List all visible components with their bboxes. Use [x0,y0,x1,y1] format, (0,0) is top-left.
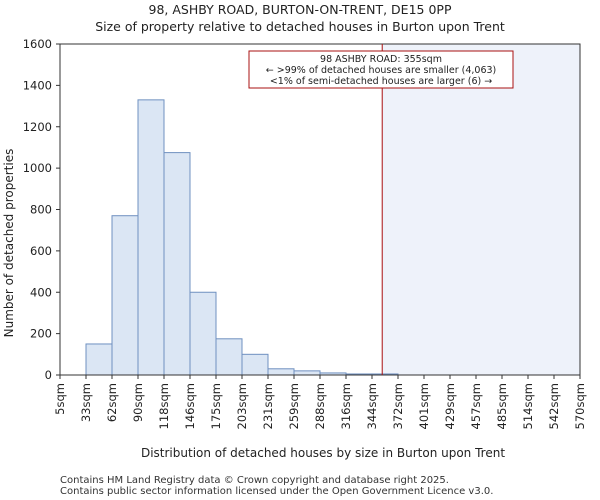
x-tick-label: 514sqm [521,383,535,429]
bar-259sqm [293,370,321,376]
x-tick-label: 90sqm [131,383,145,422]
y-tick-label: 0 [45,368,52,382]
x-tick-label: 259sqm [287,383,301,429]
y-tick-label: 1000 [23,161,52,175]
bar-118sqm [163,152,191,376]
chart-title-line2: Size of property relative to detached ho… [95,19,505,34]
x-tick-label: 570sqm [573,383,587,429]
bar-231sqm [267,368,295,376]
x-tick-label: 401sqm [417,383,431,429]
x-tick-label: 288sqm [313,383,327,429]
x-tick-label: 457sqm [469,383,483,429]
annotation-line-2: ← >99% of detached houses are smaller (4… [266,65,497,76]
x-tick-label: 372sqm [391,383,405,429]
y-tick-label: 200 [30,327,52,341]
highlight-region [382,44,580,375]
y-tick-label: 1200 [23,120,52,134]
y-tick-label: 1600 [23,37,52,51]
chart-title-line1: 98, ASHBY ROAD, BURTON-ON-TRENT, DE15 0P… [148,2,452,17]
bar-146sqm [189,291,217,376]
footer-line1: Contains HM Land Registry data © Crown c… [60,475,449,486]
x-tick-label: 485sqm [495,383,509,429]
x-tick-label: 33sqm [79,383,93,422]
x-tick-label: 146sqm [183,383,197,429]
y-tick-label: 400 [30,285,52,299]
bar-62sqm [111,215,139,376]
bar-203sqm [241,353,269,376]
bar-175sqm [215,338,243,376]
x-tick-label: 542sqm [547,383,561,429]
y-tick-label: 600 [30,244,52,258]
x-tick-label: 316sqm [339,383,353,429]
y-axis-label: Number of detached properties [2,149,16,338]
x-tick-label: 62sqm [105,383,119,422]
x-tick-label: 344sqm [365,383,379,429]
bar-90sqm [137,99,165,376]
x-tick-label: 5sqm [53,383,67,415]
y-tick-label: 800 [30,203,52,217]
annotation-line-1: 98 ASHBY ROAD: 355sqm [320,54,442,65]
x-tick-label: 175sqm [209,383,223,429]
x-tick-label: 231sqm [261,383,275,429]
x-tick-label: 203sqm [235,383,249,429]
y-tick-label: 1400 [23,78,52,92]
x-tick-label: 429sqm [443,383,457,429]
x-tick-label: 118sqm [157,383,171,429]
x-axis-label: Distribution of detached houses by size … [141,446,505,460]
bar-33sqm [85,343,113,376]
annotation-box [248,50,514,89]
annotation-line-3: <1% of semi-detached houses are larger (… [270,76,492,87]
footer-line2: Contains public sector information licen… [60,486,494,497]
